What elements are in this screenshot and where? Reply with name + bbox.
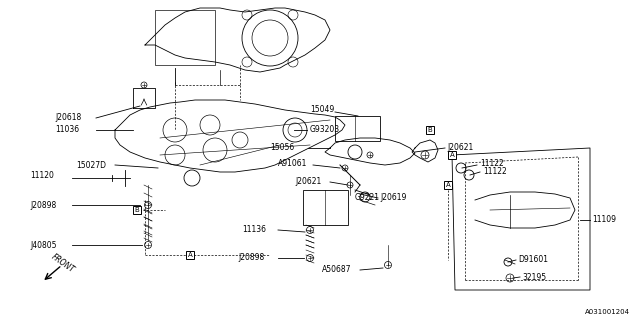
Text: 15056: 15056 bbox=[270, 143, 294, 153]
Text: J20619: J20619 bbox=[380, 194, 406, 203]
Text: G93203: G93203 bbox=[310, 125, 340, 134]
Bar bbox=[303, 190, 348, 225]
Text: A91061: A91061 bbox=[278, 158, 307, 167]
Text: 32195: 32195 bbox=[522, 273, 546, 282]
Text: B: B bbox=[428, 127, 433, 133]
Text: A: A bbox=[188, 252, 193, 258]
Text: J20621: J20621 bbox=[295, 178, 321, 187]
Text: J20898: J20898 bbox=[30, 201, 56, 210]
Text: A: A bbox=[450, 152, 454, 158]
Text: 11122: 11122 bbox=[483, 166, 507, 175]
Bar bbox=[335, 116, 380, 141]
Text: D91601: D91601 bbox=[518, 255, 548, 265]
Text: G9221: G9221 bbox=[355, 194, 380, 203]
Text: 15027D: 15027D bbox=[76, 161, 106, 170]
Text: 11122: 11122 bbox=[480, 159, 504, 169]
Text: J20618: J20618 bbox=[55, 114, 81, 123]
Text: 11109: 11109 bbox=[592, 215, 616, 225]
Bar bbox=[155, 10, 215, 65]
Text: 15049: 15049 bbox=[310, 106, 334, 115]
Text: FRONT: FRONT bbox=[50, 253, 76, 275]
Text: A: A bbox=[445, 182, 451, 188]
Text: 11036: 11036 bbox=[55, 125, 79, 134]
Text: B: B bbox=[134, 207, 140, 213]
Text: J20898: J20898 bbox=[238, 253, 264, 262]
Text: A50687: A50687 bbox=[322, 266, 351, 275]
Text: 11120: 11120 bbox=[30, 171, 54, 180]
Text: J20621: J20621 bbox=[447, 142, 473, 151]
Text: 11136: 11136 bbox=[242, 226, 266, 235]
Text: A031001204: A031001204 bbox=[585, 309, 630, 315]
Text: J40805: J40805 bbox=[30, 241, 56, 250]
